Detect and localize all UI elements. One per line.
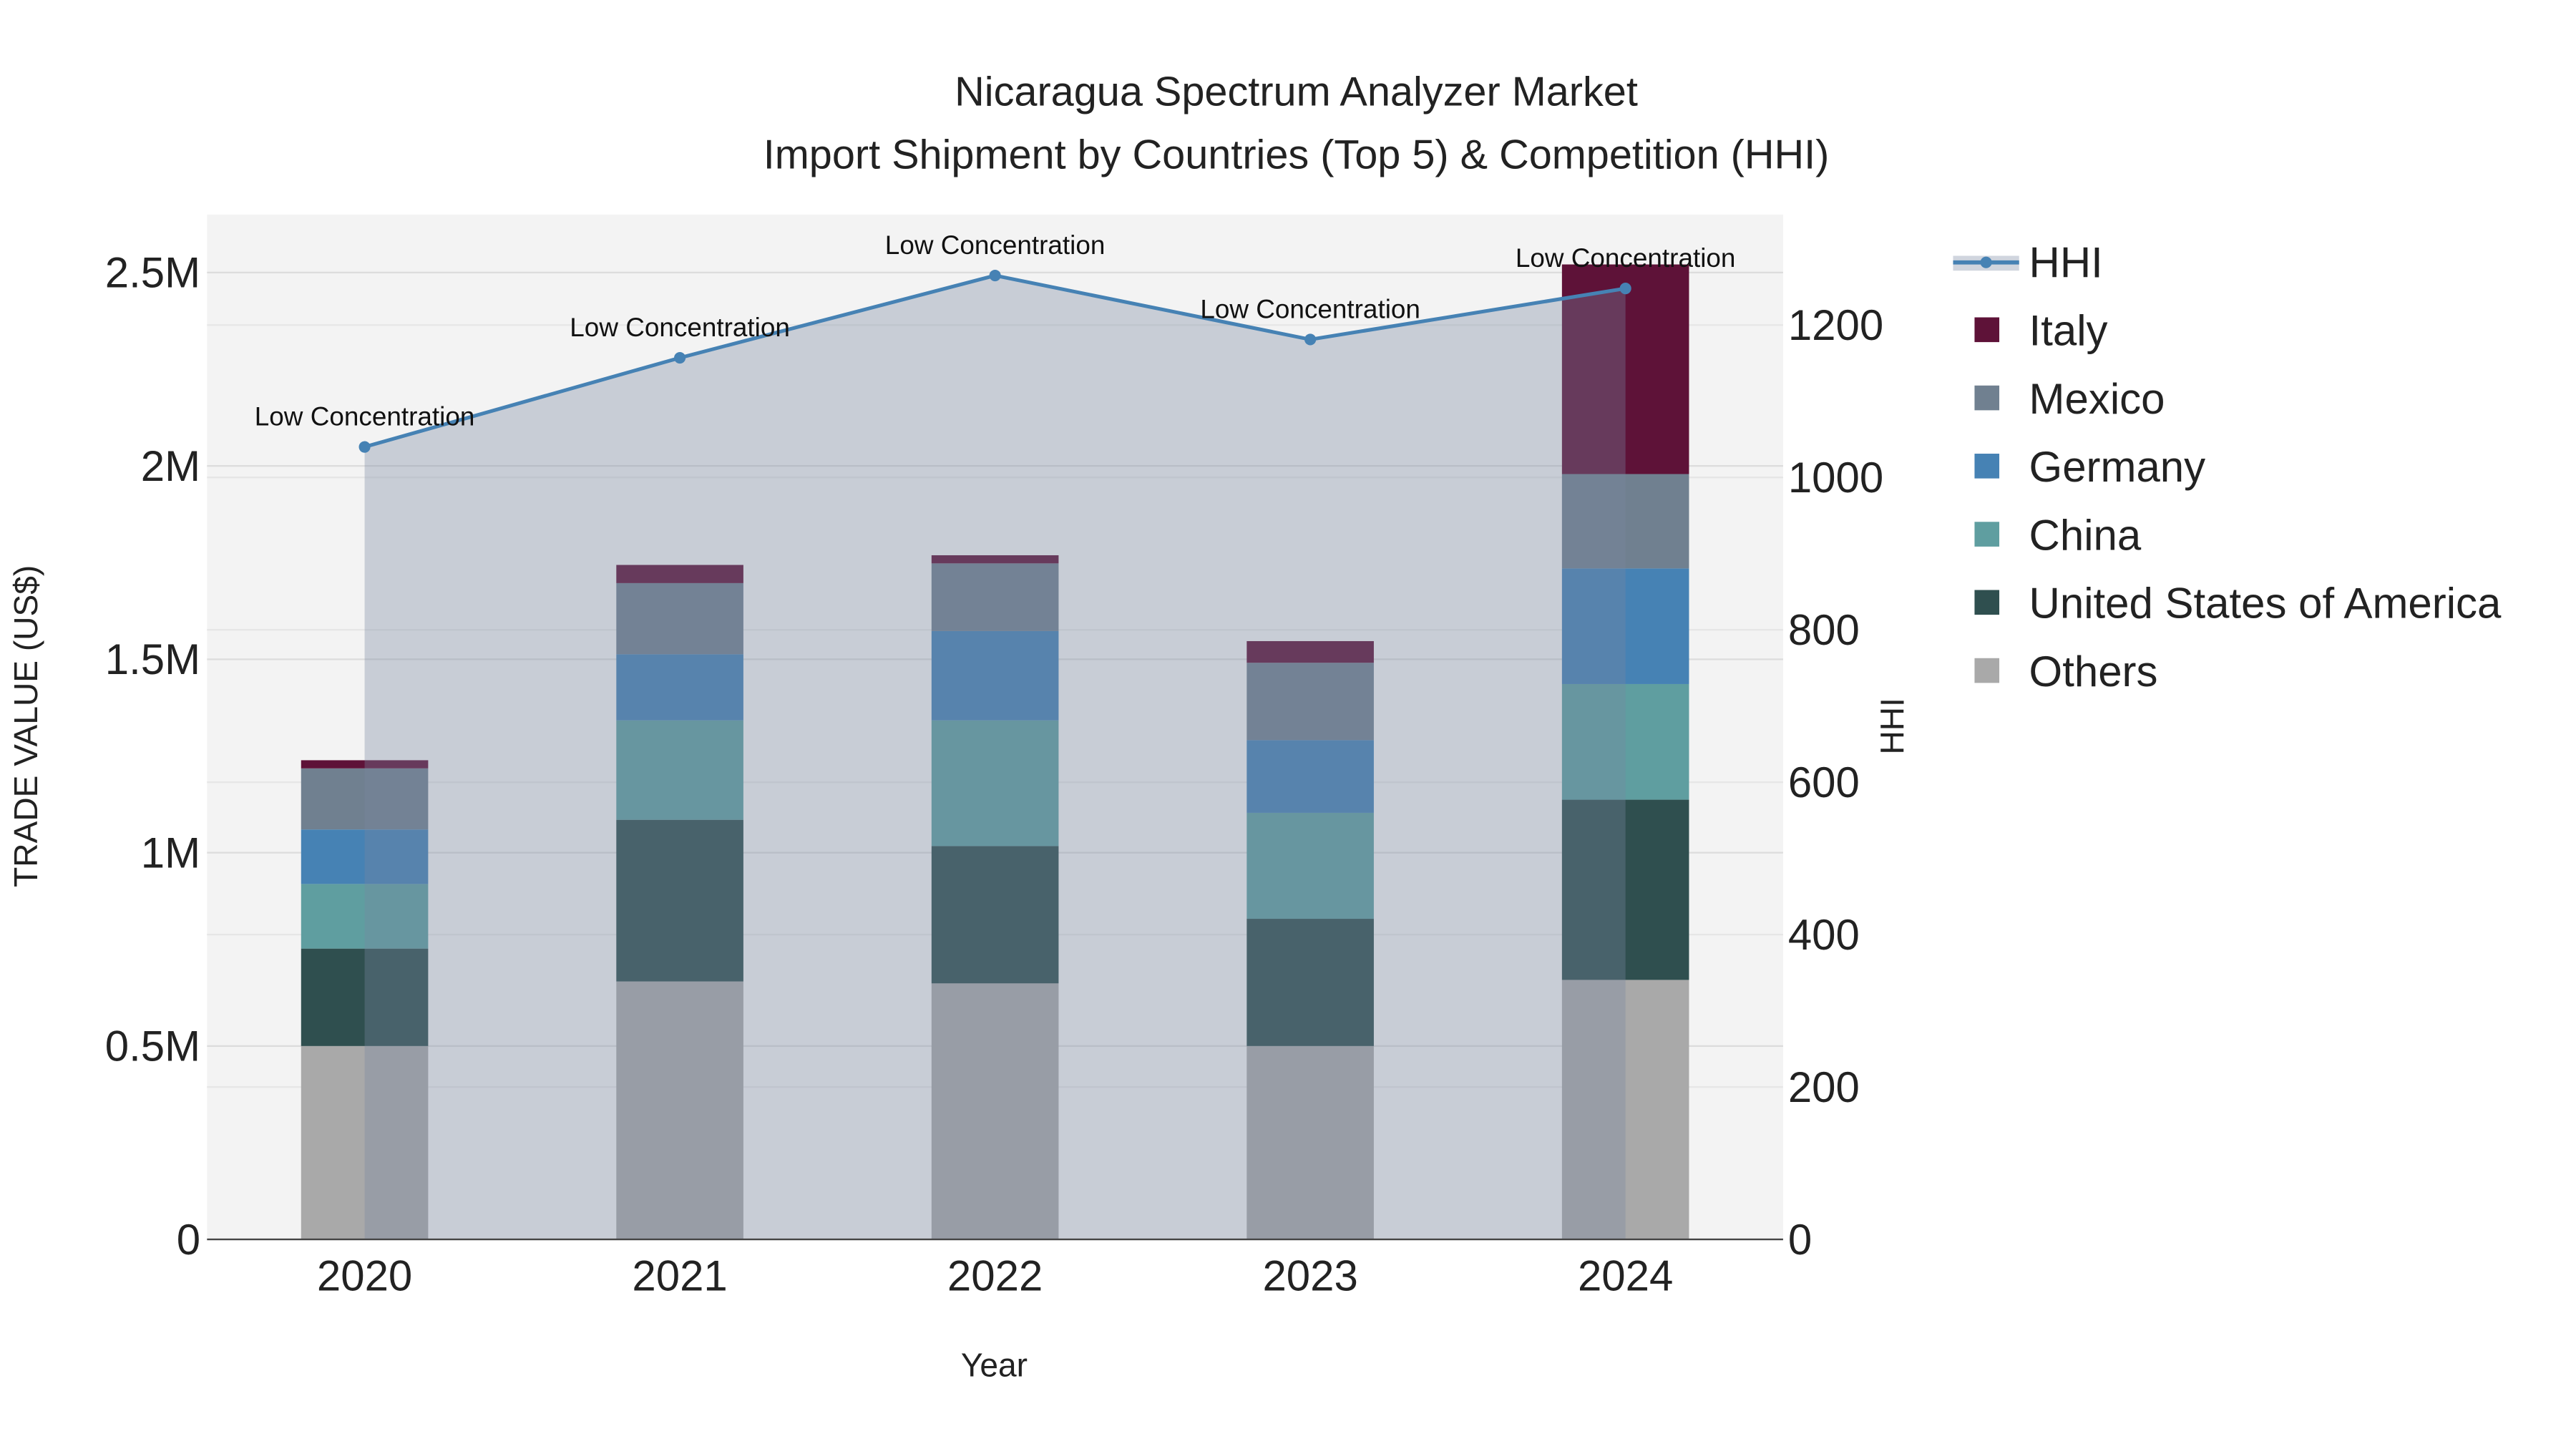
bar-mexico-2021	[616, 582, 743, 655]
y-tick-label: 0.5M	[105, 1023, 200, 1070]
legend-swatch	[1974, 590, 2000, 615]
y-tick-label: 1.5M	[105, 635, 200, 683]
bar-china-2023	[1246, 812, 1374, 919]
bar-germany-2024	[1561, 568, 1689, 684]
hhi-area	[364, 275, 1626, 1240]
y2-axis-title: HHI	[1873, 698, 1911, 754]
legend: HHI Italy Mexico Germany China United States …	[1953, 238, 2502, 696]
bar-italy-2021	[616, 565, 743, 583]
hhi-annotation: Low Concentration	[1516, 243, 1736, 273]
legend-swatch	[1974, 385, 2000, 411]
hhi-point-2024	[1619, 283, 1631, 295]
bar-united-states-of-america-2020	[301, 948, 429, 1046]
bar-china-2020	[301, 884, 429, 949]
y2-tick-label: 1000	[1788, 454, 1883, 502]
legend-item-hhi[interactable]: HHI	[1953, 238, 2103, 286]
x-tick-label: 2024	[1578, 1252, 1673, 1300]
y-tick-label: 2M	[141, 442, 200, 490]
hhi-annotation: Low Concentration	[1200, 294, 1420, 323]
bar-germany-2022	[931, 630, 1059, 721]
y-tick-label: 1M	[141, 829, 200, 877]
hhi-point-2023	[1304, 333, 1317, 346]
bar-others-2022	[931, 983, 1059, 1240]
legend-label: United States of America	[2029, 580, 2502, 628]
legend-label: Others	[2029, 648, 2158, 696]
chart-subtitle: Import Shipment by Countries (Top 5) & C…	[763, 132, 1830, 177]
bar-mexico-2020	[301, 768, 429, 830]
bar-china-2022	[931, 720, 1059, 847]
bar-china-2021	[616, 720, 743, 820]
y2-tick-label: 1200	[1788, 301, 1883, 349]
bar-italy-2024	[1561, 264, 1689, 474]
hhi-point-2020	[358, 441, 371, 453]
bar-italy-2020	[301, 760, 429, 769]
y2-tick-label: 200	[1788, 1063, 1860, 1111]
bar-italy-2023	[1246, 640, 1374, 663]
bar-others-2020	[301, 1045, 429, 1240]
y2-tick-label: 600	[1788, 758, 1860, 806]
bar-united-states-of-america-2023	[1246, 919, 1374, 1046]
y-tick-label: 2.5M	[105, 249, 200, 297]
legend-label: Mexico	[2029, 375, 2165, 423]
hhi-annotation: Low Concentration	[885, 230, 1106, 260]
bar-mexico-2024	[1561, 474, 1689, 569]
legend-label: Italy	[2029, 307, 2108, 355]
chart-title: Nicaragua Spectrum Analyzer Market	[955, 69, 1638, 115]
y2-tick-label: 800	[1788, 606, 1860, 654]
legend-label: Germany	[2029, 443, 2206, 491]
legend-item-germany[interactable]: Germany	[1974, 443, 2205, 491]
x-axis-title: Year	[961, 1347, 1028, 1384]
legend-swatch	[1974, 658, 2000, 683]
hhi-point-2021	[674, 351, 686, 364]
x-tick-label: 2021	[632, 1252, 727, 1300]
bar-mexico-2023	[1246, 663, 1374, 741]
legend-swatch	[1974, 317, 2000, 343]
y2-tick-label: 0	[1788, 1216, 1812, 1264]
legend-label: HHI	[2029, 238, 2103, 286]
bar-others-2021	[616, 981, 743, 1240]
legend-swatch-marker	[1980, 256, 1992, 268]
legend-item-united-states-of-america[interactable]: United States of America	[1974, 580, 2502, 628]
legend-item-others[interactable]: Others	[1974, 648, 2157, 696]
legend-item-china[interactable]: China	[1974, 511, 2142, 559]
bar-united-states-of-america-2021	[616, 819, 743, 982]
legend-swatch	[1974, 454, 2000, 479]
bar-united-states-of-america-2022	[931, 846, 1059, 984]
bar-others-2024	[1561, 980, 1689, 1240]
bar-united-states-of-america-2024	[1561, 799, 1689, 980]
bar-china-2024	[1561, 683, 1689, 800]
bar-germany-2021	[616, 654, 743, 721]
hhi-annotation: Low Concentration	[255, 402, 475, 431]
y2-tick-label: 400	[1788, 911, 1860, 959]
y-axis-title: TRADE VALUE (US$)	[7, 565, 44, 887]
hhi-point-2022	[989, 269, 1001, 282]
legend-item-mexico[interactable]: Mexico	[1974, 375, 2165, 423]
legend-swatch	[1974, 522, 2000, 547]
bar-germany-2023	[1246, 740, 1374, 813]
y-tick-label: 0	[177, 1216, 200, 1264]
x-tick-label: 2023	[1262, 1252, 1357, 1300]
x-tick-label: 2022	[947, 1252, 1043, 1300]
bar-germany-2020	[301, 829, 429, 884]
bar-mexico-2022	[931, 563, 1059, 631]
x-tick-label: 2020	[317, 1252, 412, 1300]
bar-others-2023	[1246, 1045, 1374, 1240]
legend-item-italy[interactable]: Italy	[1974, 307, 2108, 355]
bar-italy-2022	[931, 555, 1059, 564]
legend-label: China	[2029, 511, 2142, 559]
hhi-annotation: Low Concentration	[570, 313, 790, 342]
